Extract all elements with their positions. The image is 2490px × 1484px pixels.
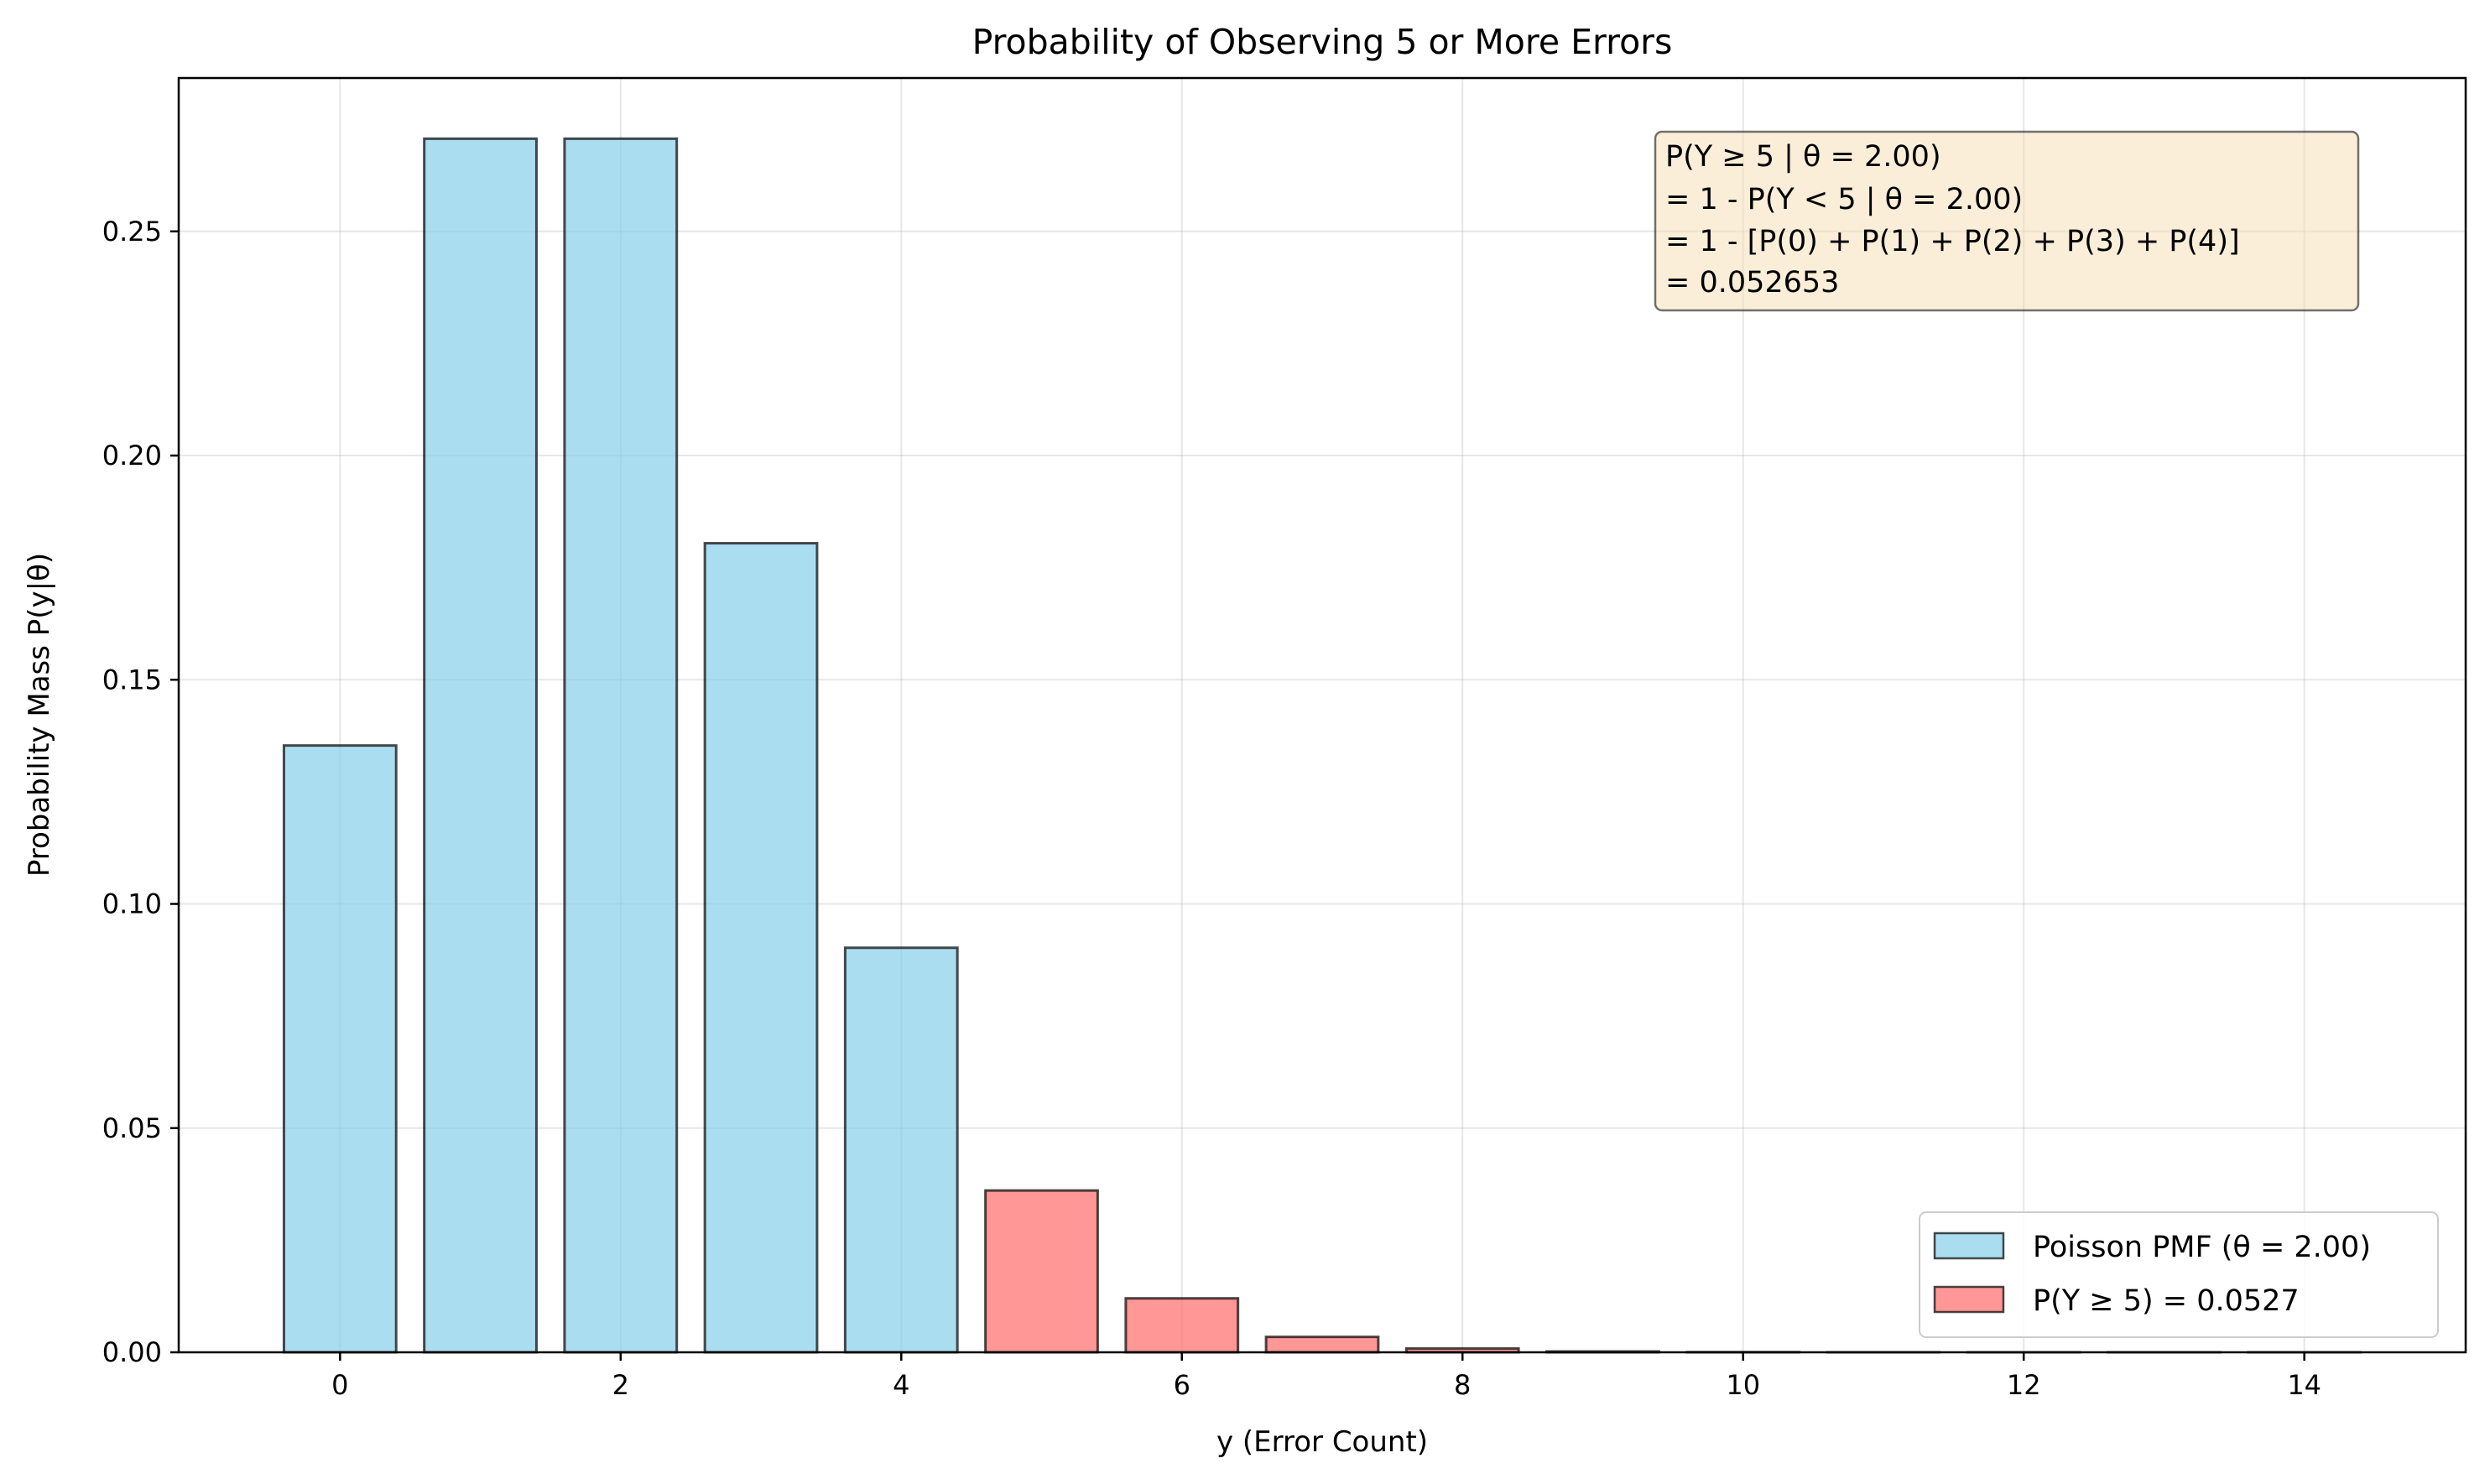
- legend-label-tail: P(Y ≥ 5) = 0.0527: [2033, 1284, 2300, 1318]
- chart-title: Probability of Observing 5 or More Error…: [972, 22, 1673, 62]
- x-tick-label-5: 10: [1726, 1369, 1760, 1401]
- bar-y-7: [1264, 1336, 1380, 1354]
- x-tick-label-3: 6: [1174, 1369, 1190, 1401]
- annotation-box: P(Y ≥ 5 | θ = 2.00) = 1 - P(Y < 5 | θ = …: [1654, 130, 2360, 312]
- legend-swatch-tail: [1933, 1285, 2005, 1314]
- y-tick-label-4: 0.20: [102, 440, 162, 471]
- annotation-line-4: = 0.052653: [1665, 266, 1839, 299]
- x-tick-label-7: 14: [2287, 1369, 2321, 1401]
- bar-y-1: [423, 137, 538, 1354]
- y-tick-label-0: 0.00: [102, 1336, 162, 1368]
- bar-y-6: [1124, 1297, 1240, 1354]
- legend-frame: [1919, 1211, 2439, 1338]
- bar-y-2: [563, 137, 679, 1354]
- y-axis-ticks: 0.00 0.05 0.10 0.15 0.20 0.25: [102, 216, 179, 1368]
- annotation-line-2: = 1 - P(Y < 5 | θ = 2.00): [1665, 183, 2023, 216]
- y-tick-label-2: 0.10: [102, 888, 162, 920]
- annotation-background: [1654, 130, 2360, 312]
- y-tick-label-5: 0.25: [102, 216, 162, 247]
- bar-y-4: [843, 946, 959, 1354]
- bar-y-5: [984, 1189, 1099, 1354]
- legend: Poisson PMF (θ = 2.00) P(Y ≥ 5) = 0.0527: [1919, 1211, 2439, 1338]
- y-axis-label: Probability Mass P(y|θ): [23, 553, 56, 877]
- x-tick-label-0: 0: [331, 1369, 348, 1401]
- x-tick-label-4: 8: [1454, 1369, 1471, 1401]
- bar-y-3: [703, 542, 819, 1354]
- annotation-line-1: P(Y ≥ 5 | θ = 2.00): [1665, 140, 1941, 174]
- legend-swatch-pmf: [1933, 1231, 2005, 1260]
- y-tick-label-1: 0.05: [102, 1112, 162, 1144]
- y-tick-label-3: 0.15: [102, 664, 162, 695]
- x-tick-label-6: 12: [2007, 1369, 2041, 1401]
- plot-frame: [177, 76, 2467, 1354]
- annotation-line-3: = 1 - [P(0) + P(1) + P(2) + P(3) + P(4)]: [1665, 225, 2240, 258]
- x-tick-label-2: 4: [893, 1369, 909, 1401]
- legend-label-pmf: Poisson PMF (θ = 2.00): [2033, 1231, 2371, 1264]
- bar-y-0: [282, 744, 398, 1354]
- x-tick-label-1: 2: [612, 1369, 629, 1401]
- x-axis-ticks: 0 2 4 6 8 10 12 14: [331, 1352, 2321, 1401]
- x-axis-label: y (Error Count): [1216, 1425, 1428, 1459]
- bars: [282, 137, 2362, 1354]
